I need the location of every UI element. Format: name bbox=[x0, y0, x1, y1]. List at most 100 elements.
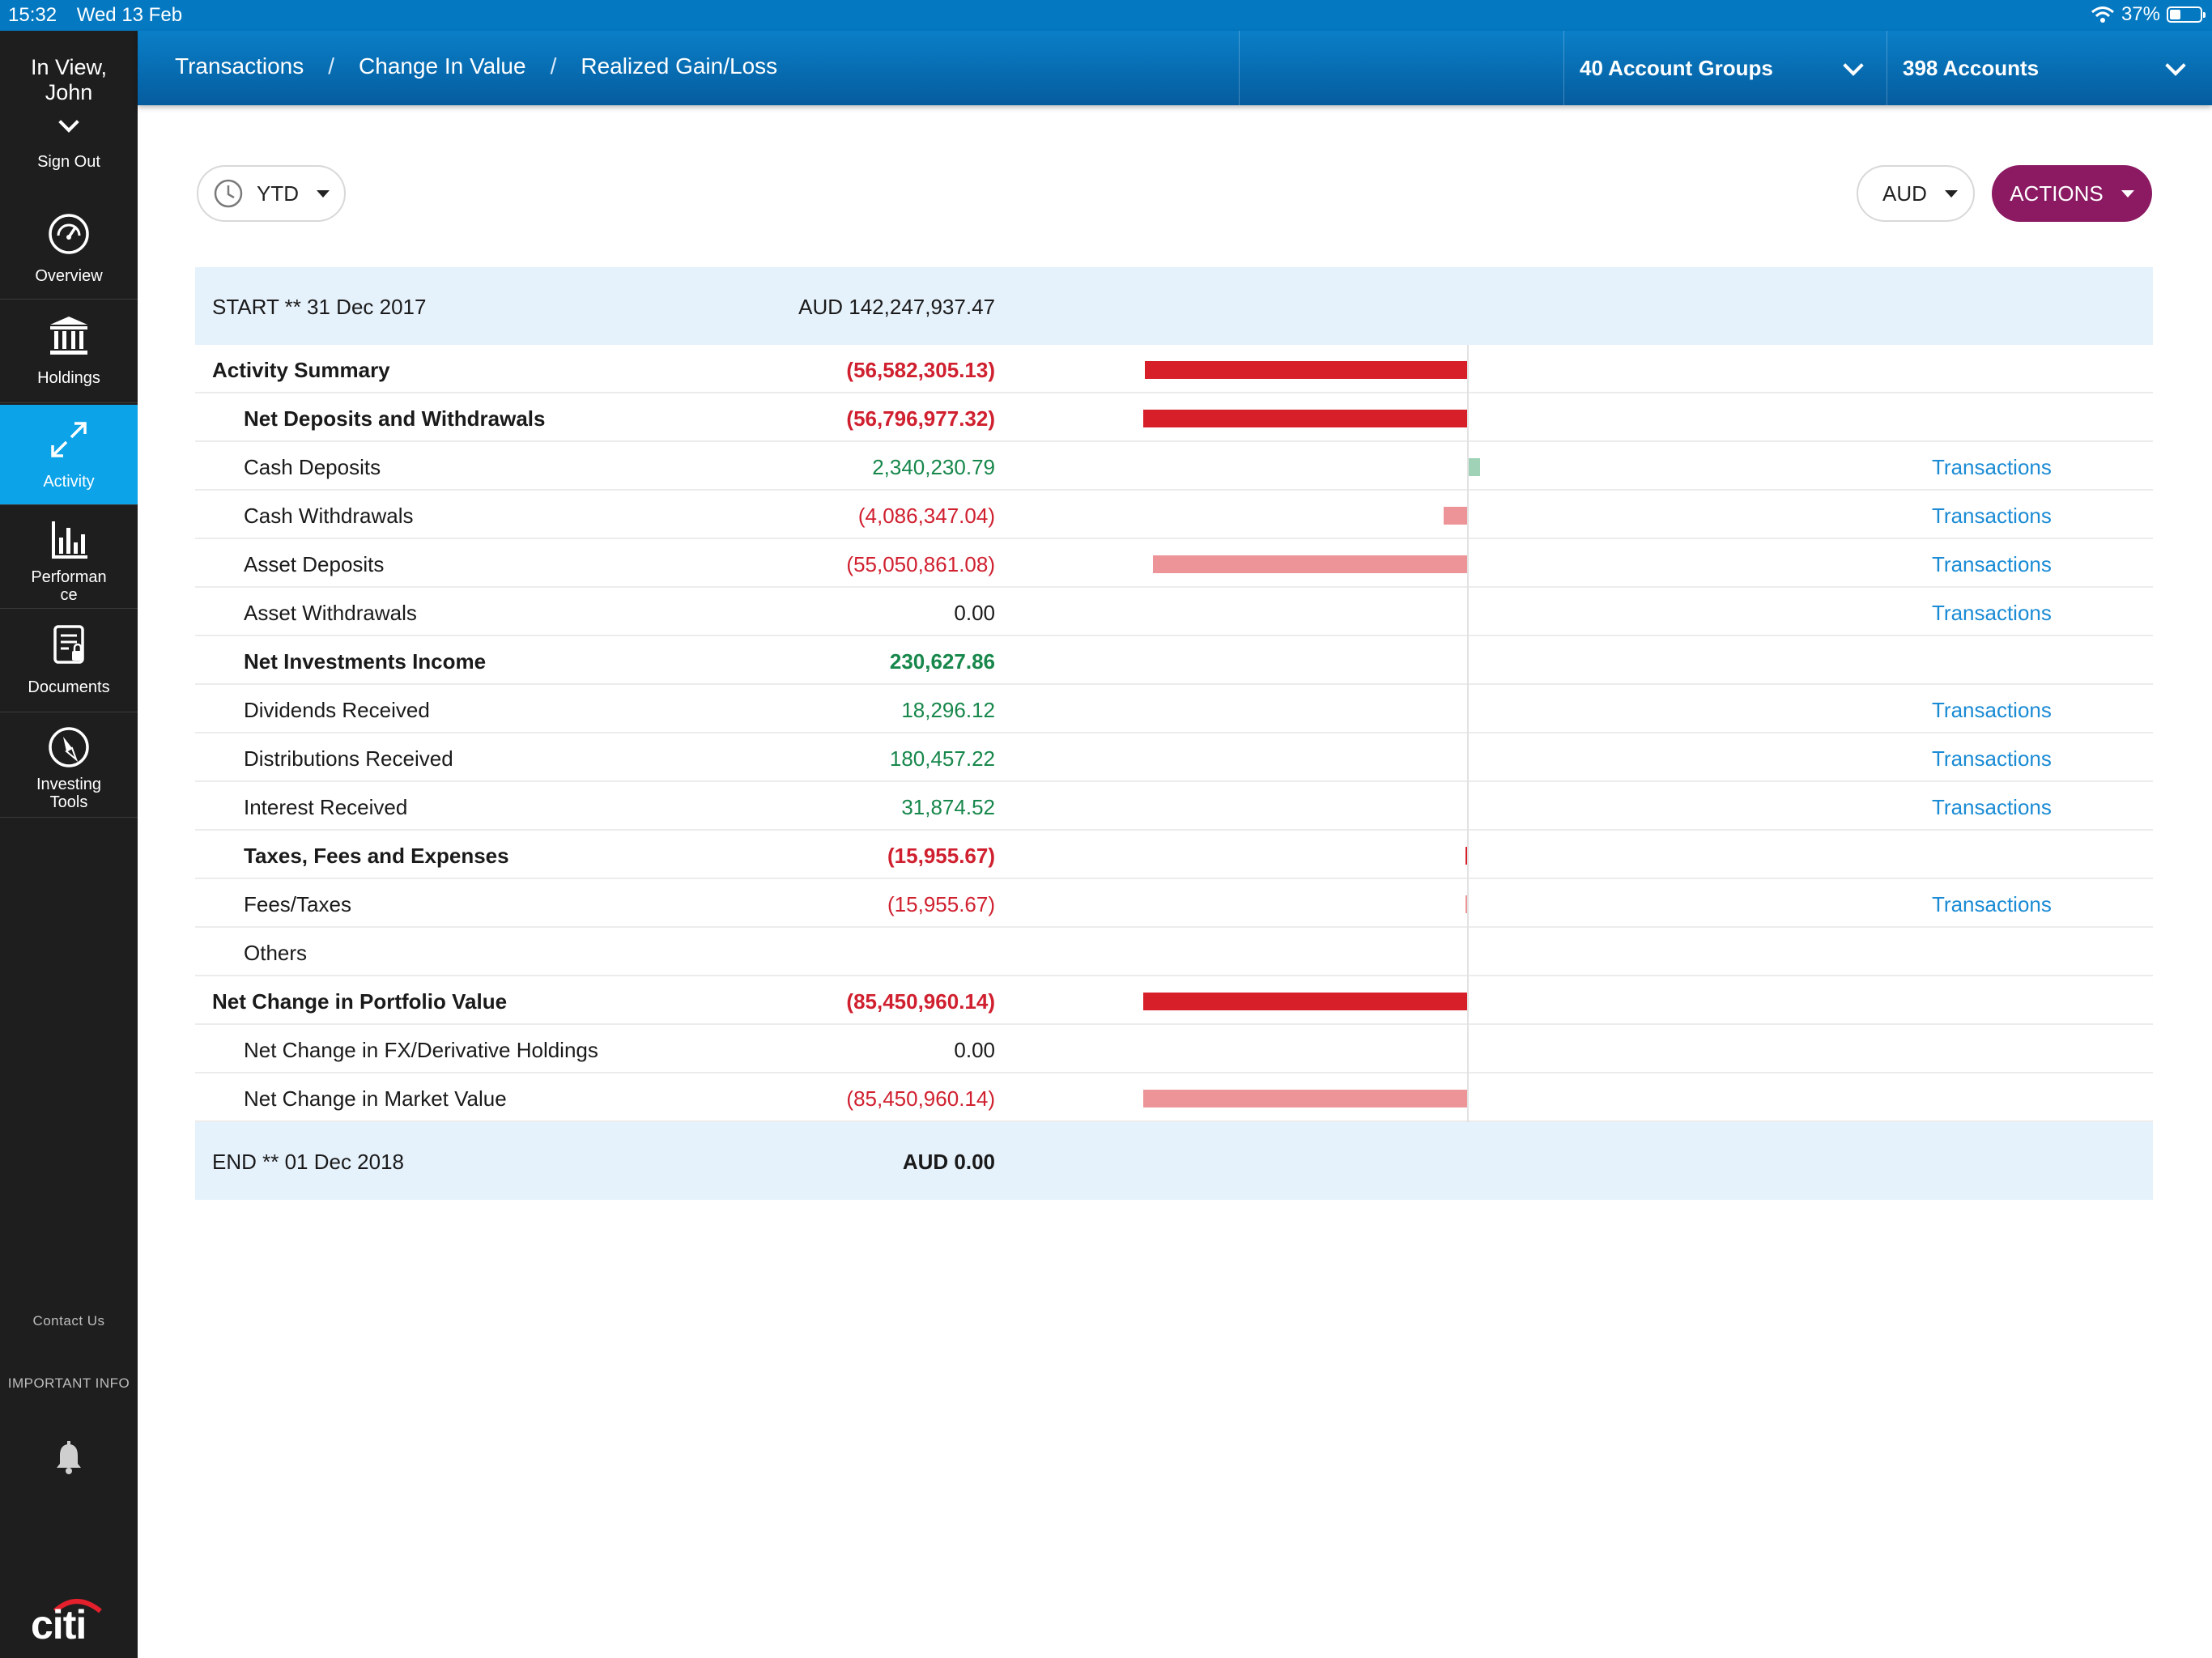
status-bar: 15:32 Wed 13 Feb 37% bbox=[0, 0, 2212, 31]
row-label: Fees/Taxes bbox=[244, 892, 351, 916]
battery-icon bbox=[2167, 6, 2206, 23]
chevron-down-icon bbox=[1843, 55, 1864, 76]
transactions-link[interactable]: Transactions bbox=[1932, 601, 2052, 625]
row-value: (85,450,960.14) bbox=[846, 1086, 995, 1111]
bank-icon bbox=[50, 317, 87, 355]
row-value: (56,582,305.13) bbox=[846, 358, 995, 382]
transactions-link[interactable]: Transactions bbox=[1932, 795, 2052, 819]
accounts-dropdown[interactable]: 398 Accounts bbox=[1887, 31, 2212, 105]
breadcrumb-transactions[interactable]: Transactions bbox=[175, 53, 304, 79]
transactions-link[interactable]: Transactions bbox=[1932, 552, 2052, 576]
row-label: Taxes, Fees and Expenses bbox=[244, 844, 509, 868]
value-bar bbox=[1144, 361, 1467, 379]
start-value: AUD 142,247,937.47 bbox=[798, 295, 995, 319]
table-row: Others bbox=[195, 928, 2153, 976]
row-label: Net Change in FX/Derivative Holdings bbox=[244, 1038, 598, 1062]
status-time: 15:32 bbox=[8, 4, 57, 26]
row-value: 31,874.52 bbox=[901, 795, 995, 819]
transactions-link[interactable]: Transactions bbox=[1932, 455, 2052, 479]
value-bar bbox=[1467, 458, 1481, 476]
user-menu[interactable]: In View, John Sign Out bbox=[0, 55, 138, 172]
currency-selector[interactable]: AUD bbox=[1857, 165, 1975, 222]
row-value: 0.00 bbox=[954, 601, 995, 625]
table-row: Cash Withdrawals (4,086,347.04) Transactio… bbox=[195, 491, 2153, 539]
citi-logo-text: citi bbox=[31, 1602, 87, 1647]
account-groups-dropdown[interactable]: 40 Account Groups bbox=[1563, 31, 1887, 105]
table-row: Fees/Taxes (15,955.67) Transactions bbox=[195, 879, 2153, 928]
transactions-link[interactable]: Transactions bbox=[1932, 746, 2052, 771]
caret-down-icon bbox=[1944, 189, 1958, 198]
sidebar-item-label: Activity bbox=[43, 473, 95, 491]
important-info-link[interactable]: IMPORTANT INFO bbox=[7, 1375, 130, 1391]
sidebar-item-label-cont: Tools bbox=[49, 793, 88, 811]
sidebar-item-holdings[interactable]: Holdings bbox=[0, 301, 138, 403]
citi-arc-icon bbox=[53, 1599, 102, 1613]
sidebar-item-performance[interactable]: Performan ce bbox=[0, 507, 138, 609]
sign-out-link[interactable]: Sign Out bbox=[37, 153, 100, 171]
sidebar-item-activity[interactable]: Activity bbox=[0, 405, 138, 505]
value-bar bbox=[1465, 847, 1467, 865]
bell-icon[interactable] bbox=[53, 1441, 85, 1477]
table-row: Dividends Received 18,296.12 Transactions bbox=[195, 685, 2153, 733]
sidebar-item-label: Holdings bbox=[37, 369, 100, 387]
breadcrumb-change-in-value[interactable]: Change In Value bbox=[359, 53, 526, 79]
sidebar: In View, John Sign Out Overview Holdings bbox=[0, 31, 138, 1658]
row-value: (55,050,861.08) bbox=[846, 552, 995, 576]
bar-zero-axis bbox=[1467, 345, 1469, 1122]
status-date: Wed 13 Feb bbox=[76, 4, 183, 26]
row-label: Dividends Received bbox=[244, 698, 430, 722]
caret-down-icon bbox=[317, 189, 330, 198]
wifi-icon bbox=[2091, 6, 2114, 23]
value-bar bbox=[1143, 993, 1467, 1010]
value-bar bbox=[1444, 507, 1467, 525]
contact-us-link[interactable]: Contact Us bbox=[32, 1313, 105, 1329]
value-bar bbox=[1153, 555, 1467, 573]
speedometer-icon bbox=[49, 214, 89, 254]
row-value: (4,086,347.04) bbox=[857, 504, 995, 528]
end-row: END ** 01 Dec 2018 AUD 0.00 bbox=[195, 1122, 2153, 1200]
row-label: Net Investments Income bbox=[244, 649, 487, 674]
period-selector[interactable]: YTD bbox=[197, 165, 346, 222]
transactions-link[interactable]: Transactions bbox=[1932, 698, 2052, 722]
row-label: Net Deposits and Withdrawals bbox=[244, 406, 546, 431]
transactions-link[interactable]: Transactions bbox=[1932, 504, 2052, 528]
end-label: END ** 01 Dec 2018 bbox=[212, 1150, 405, 1174]
row-label: Distributions Received bbox=[244, 746, 453, 771]
header-divider bbox=[1239, 31, 1240, 105]
row-value: 180,457.22 bbox=[889, 746, 995, 771]
transactions-link[interactable]: Transactions bbox=[1932, 892, 2052, 916]
row-value: 18,296.12 bbox=[901, 698, 995, 722]
breadcrumb-separator: / bbox=[328, 53, 335, 79]
row-label: Net Change in Portfolio Value bbox=[212, 989, 508, 1014]
table-row: Asset Deposits (55,050,861.08) Transaction… bbox=[195, 539, 2153, 588]
sidebar-item-label-cont: ce bbox=[60, 586, 78, 604]
sidebar-item-investing-tools[interactable]: Investing Tools bbox=[0, 714, 138, 818]
row-value: (15,955.67) bbox=[887, 844, 995, 868]
row-value: 0.00 bbox=[954, 1038, 995, 1062]
table-row: Net Deposits and Withdrawals (56,796,977.… bbox=[195, 393, 2153, 442]
table-row: Net Investments Income 230,627.86 bbox=[195, 636, 2153, 685]
table-row: Activity Summary (56,582,305.13) bbox=[195, 345, 2153, 393]
activity-summary-table: START ** 31 Dec 2017 AUD 142,247,937.47 … bbox=[195, 267, 2153, 1200]
app-header: Transactions / Change In Value / Realize… bbox=[138, 31, 2212, 105]
breadcrumb-realized-gain-loss[interactable]: Realized Gain/Loss bbox=[581, 53, 778, 79]
actions-button[interactable]: ACTIONS bbox=[1992, 165, 2152, 222]
table-row: Taxes, Fees and Expenses (15,955.67) bbox=[195, 831, 2153, 879]
sidebar-item-label: Investing bbox=[36, 776, 102, 793]
citi-logo: citi bbox=[31, 1593, 112, 1647]
arrows-icon bbox=[51, 422, 87, 457]
accounts-label: 398 Accounts bbox=[1903, 55, 2040, 80]
chevron-down-icon[interactable] bbox=[58, 112, 79, 133]
value-bar bbox=[1143, 410, 1467, 427]
start-row: START ** 31 Dec 2017 AUD 142,247,937.47 bbox=[195, 267, 2153, 345]
table-row: Cash Deposits 2,340,230.79 Transactions bbox=[195, 442, 2153, 491]
breadcrumb: Transactions / Change In Value / Realize… bbox=[175, 53, 777, 79]
user-name: John bbox=[45, 80, 93, 104]
sidebar-item-documents[interactable]: Documents bbox=[0, 610, 138, 712]
actions-label: ACTIONS bbox=[2010, 181, 2104, 206]
period-value: YTD bbox=[257, 181, 299, 206]
table-row: Net Change in Portfolio Value (85,450,960… bbox=[195, 976, 2153, 1025]
sidebar-item-overview[interactable]: Overview bbox=[0, 199, 138, 300]
compass-icon bbox=[49, 727, 89, 767]
chevron-down-icon bbox=[2165, 55, 2186, 76]
